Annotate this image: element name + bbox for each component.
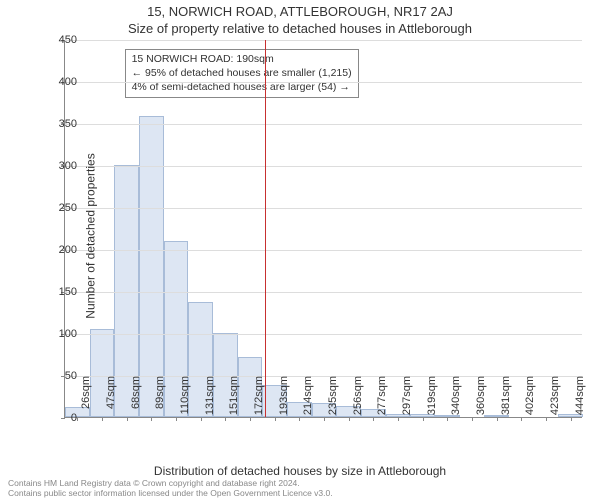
reference-line: [265, 40, 266, 417]
xtick-mark: [250, 417, 251, 421]
xtick-label: 47sqm: [105, 376, 117, 426]
footer-line2: Contains public sector information licen…: [8, 488, 592, 498]
xtick-label: 319sqm: [426, 376, 438, 426]
title-sub: Size of property relative to detached ho…: [0, 21, 600, 36]
gridline: [65, 292, 582, 293]
xtick-mark: [398, 417, 399, 421]
xtick-label: 110sqm: [179, 376, 191, 426]
xtick-label: 172sqm: [253, 376, 265, 426]
info-box: 15 NORWICH ROAD: 190sqm ← 95% of detache…: [125, 49, 359, 98]
xtick-mark: [571, 417, 572, 421]
xtick-mark: [546, 417, 547, 421]
xtick-mark: [201, 417, 202, 421]
xtick-label: 89sqm: [154, 376, 166, 426]
xtick-mark: [423, 417, 424, 421]
ytick-label: 150: [47, 286, 77, 298]
xtick-label: 193sqm: [278, 376, 290, 426]
xtick-mark: [151, 417, 152, 421]
xtick-mark: [497, 417, 498, 421]
xtick-label: 444sqm: [574, 376, 586, 426]
footer-line1: Contains HM Land Registry data © Crown c…: [8, 478, 592, 488]
xtick-label: 151sqm: [228, 376, 240, 426]
xtick-label: 26sqm: [80, 376, 92, 426]
chart-area: 15 NORWICH ROAD: 190sqm ← 95% of detache…: [64, 40, 582, 418]
xtick-label: 214sqm: [302, 376, 314, 426]
gridline: [65, 82, 582, 83]
gridline: [65, 124, 582, 125]
xtick-mark: [77, 417, 78, 421]
xtick-label: 360sqm: [475, 376, 487, 426]
gridline: [65, 40, 582, 41]
xtick-label: 340sqm: [450, 376, 462, 426]
xtick-label: 381sqm: [500, 376, 512, 426]
xtick-mark: [521, 417, 522, 421]
xtick-mark: [447, 417, 448, 421]
xtick-label: 297sqm: [401, 376, 413, 426]
gridline: [65, 166, 582, 167]
info-line1: 15 NORWICH ROAD: 190sqm: [132, 53, 352, 67]
gridline: [65, 334, 582, 335]
ytick-label: 300: [47, 160, 77, 172]
xtick-mark: [324, 417, 325, 421]
x-axis-label: Distribution of detached houses by size …: [0, 464, 600, 478]
footer: Contains HM Land Registry data © Crown c…: [8, 478, 592, 498]
chart-container: 15, NORWICH ROAD, ATTLEBOROUGH, NR17 2AJ…: [0, 0, 600, 500]
xtick-mark: [373, 417, 374, 421]
ytick-label: 100: [47, 328, 77, 340]
xtick-label: 235sqm: [327, 376, 339, 426]
xtick-mark: [176, 417, 177, 421]
gridline: [65, 208, 582, 209]
bar: [139, 116, 164, 417]
xtick-label: 68sqm: [130, 376, 142, 426]
y-axis-label: Number of detached properties: [84, 153, 98, 318]
xtick-mark: [102, 417, 103, 421]
info-line2: ← 95% of detached houses are smaller (1,…: [132, 67, 352, 81]
ytick-label: 50: [47, 370, 77, 382]
title-main: 15, NORWICH ROAD, ATTLEBOROUGH, NR17 2AJ: [0, 4, 600, 19]
ytick-label: 0: [47, 412, 77, 424]
ytick-label: 450: [47, 34, 77, 46]
ytick-label: 350: [47, 118, 77, 130]
xtick-label: 402sqm: [524, 376, 536, 426]
ytick-label: 200: [47, 244, 77, 256]
ytick-label: 400: [47, 76, 77, 88]
xtick-label: 131sqm: [204, 376, 216, 426]
xtick-mark: [275, 417, 276, 421]
gridline: [65, 250, 582, 251]
xtick-label: 256sqm: [352, 376, 364, 426]
xtick-mark: [299, 417, 300, 421]
ytick-label: 250: [47, 202, 77, 214]
xtick-label: 423sqm: [549, 376, 561, 426]
xtick-mark: [349, 417, 350, 421]
xtick-label: 277sqm: [376, 376, 388, 426]
xtick-mark: [225, 417, 226, 421]
xtick-mark: [127, 417, 128, 421]
xtick-mark: [472, 417, 473, 421]
